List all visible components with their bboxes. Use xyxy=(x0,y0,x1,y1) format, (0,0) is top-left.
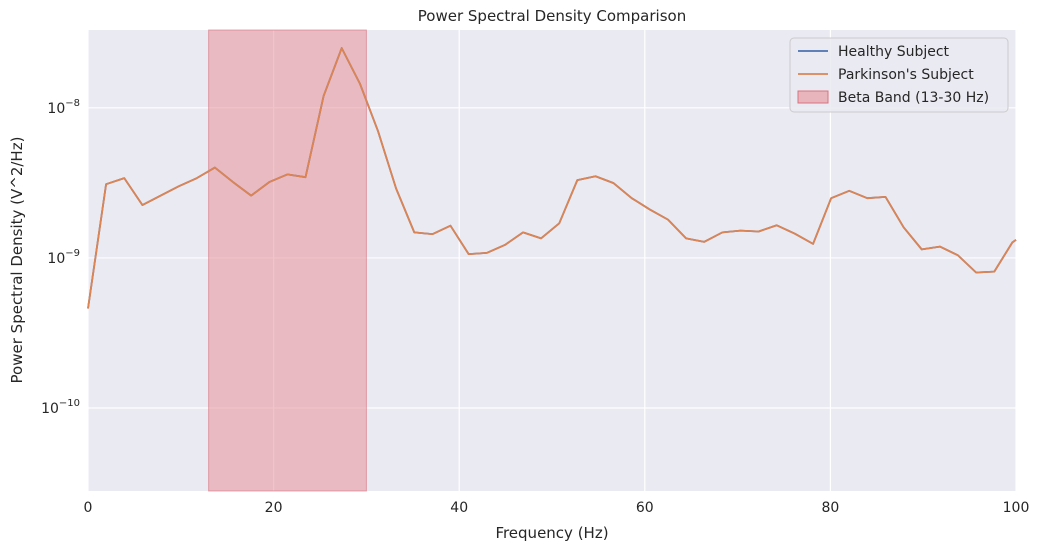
y-tick-label: 10−8 xyxy=(47,98,80,117)
legend-swatch-patch xyxy=(797,90,829,104)
y-tick-label: 10−10 xyxy=(41,398,80,417)
x-tick-label: 0 xyxy=(84,500,93,516)
beta-band-span xyxy=(208,29,367,492)
x-tick-label: 60 xyxy=(636,500,654,516)
x-tick-label: 80 xyxy=(821,500,839,516)
x-axis-title: Frequency (Hz) xyxy=(495,524,608,542)
x-tick-labels: 0 20 40 60 80 100 xyxy=(84,500,1030,516)
legend-label: Parkinson's Subject xyxy=(838,67,974,83)
y-tick-label: 10−9 xyxy=(47,248,80,267)
y-tick-labels: 10−10 10−9 10−8 xyxy=(41,98,80,417)
y-axis-title: Power Spectral Density (V^2/Hz) xyxy=(8,137,26,384)
chart-title: Power Spectral Density Comparison xyxy=(418,7,686,25)
legend: Healthy Subject Parkinson's Subject Beta B… xyxy=(789,37,1009,113)
x-tick-label: 40 xyxy=(450,500,468,516)
x-tick-label: 20 xyxy=(265,500,283,516)
legend-label: Healthy Subject xyxy=(838,44,950,60)
legend-box xyxy=(789,37,1009,113)
series-line-parkinsons xyxy=(87,47,1017,309)
series-layer xyxy=(87,47,1017,309)
beta-band-layer xyxy=(208,29,367,492)
x-tick-label: 100 xyxy=(1003,500,1030,516)
legend-label: Beta Band (13-30 Hz) xyxy=(838,90,989,106)
